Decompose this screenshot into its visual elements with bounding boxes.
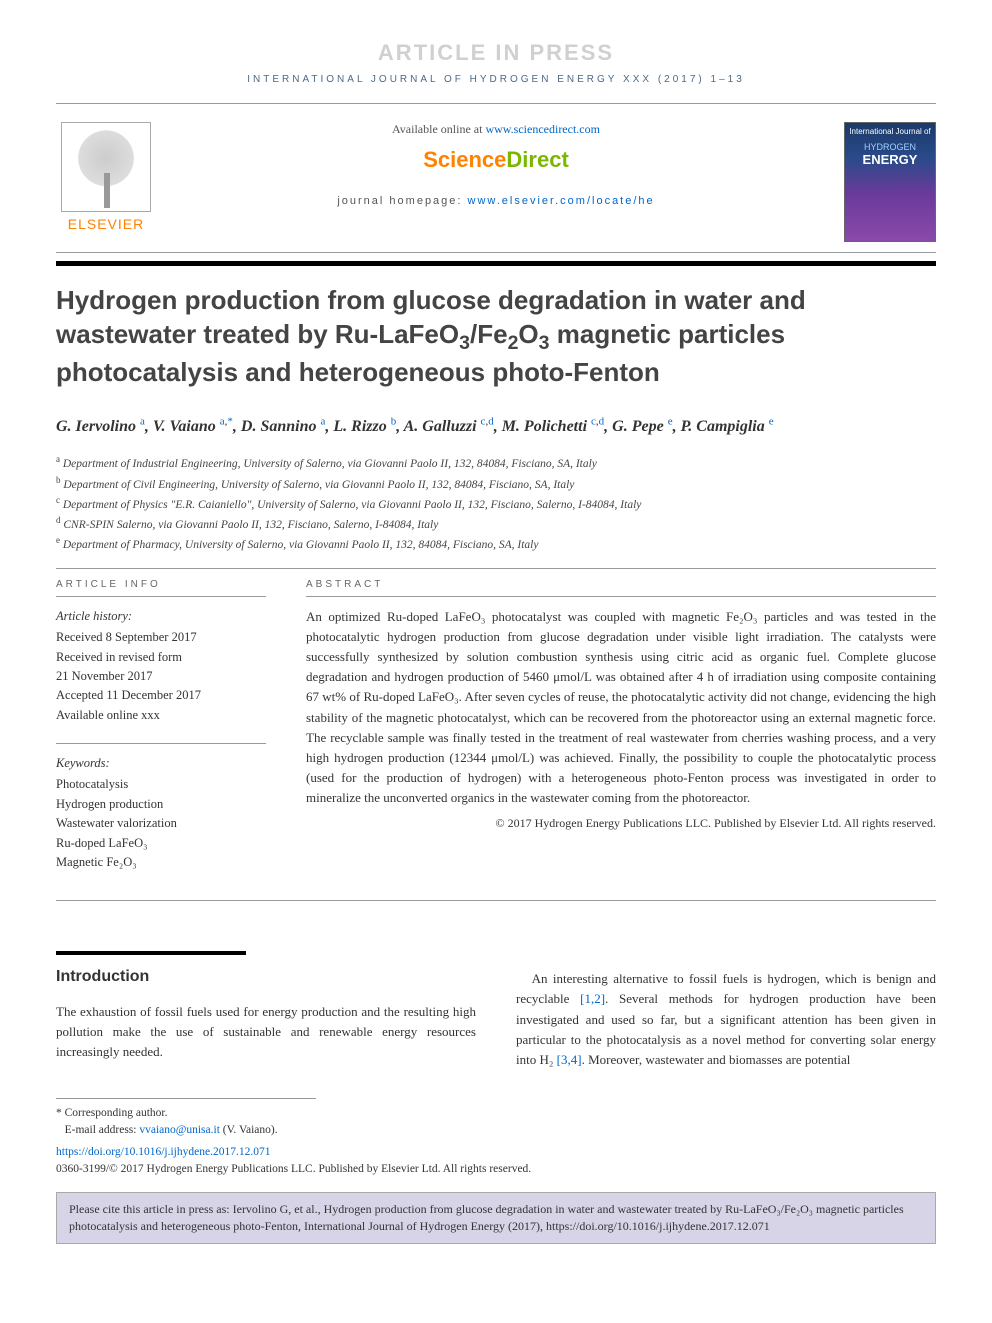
author: M. Polichetti c,d [502, 418, 604, 435]
keyword-item: Photocatalysis [56, 775, 266, 794]
keyword-item: Ru-doped LaFeO₃ [56, 834, 266, 853]
affiliation-line: a Department of Industrial Engineering, … [56, 453, 936, 473]
homepage-prefix: journal homepage: [337, 195, 467, 207]
keyword-item: Hydrogen production [56, 795, 266, 814]
available-prefix: Available online at [392, 122, 485, 136]
author: D. Sannino a [241, 418, 325, 435]
author-affil-link[interactable]: b [391, 416, 397, 428]
cover-hydrogen-text: HYDROGEN [849, 142, 931, 152]
elsevier-wordmark: ELSEVIER [56, 216, 156, 232]
author-list: G. Iervolino a, V. Vaiano a,*, D. Sannin… [56, 414, 936, 439]
sd-science-text: Science [423, 147, 506, 172]
affiliation-list: a Department of Industrial Engineering, … [56, 453, 936, 553]
keyword-item: Magnetic Fe₂O₃ [56, 853, 266, 872]
intro-left-column: Introduction The exhaustion of fossil fu… [56, 911, 476, 1070]
author-affil-link[interactable]: e [668, 416, 673, 428]
corresponding-author-footnote: * Corresponding author. E-mail address: … [56, 1098, 316, 1140]
author-affil-link[interactable]: * [227, 416, 233, 428]
sciencedirect-url-link[interactable]: www.sciencedirect.com [485, 122, 600, 136]
intro-right-span-3: . Moreover, wastewater and biomasses are… [582, 1052, 851, 1067]
abstract-text: An optimized Ru-doped LaFeO₃ photocataly… [306, 607, 936, 808]
author-affil-link[interactable]: d [488, 416, 494, 428]
title-part-2: /Fe [470, 319, 508, 349]
issn-copyright-line: 0360-3199/© 2017 Hydrogen Energy Publica… [56, 1161, 936, 1178]
keywords-block: Keywords: Photocatalysis Hydrogen produc… [56, 754, 266, 872]
intro-paragraph-left: The exhaustion of fossil fuels used for … [56, 1002, 476, 1062]
article-history-block: Article history: Received 8 September 20… [56, 607, 266, 725]
cover-energy-text: ENERGY [849, 152, 931, 167]
corr-author-line: * Corresponding author. [56, 1105, 316, 1122]
author-affil-link[interactable]: c [481, 416, 486, 428]
history-line: Available online xxx [56, 706, 266, 725]
author: G. Pepe e [612, 418, 672, 435]
affiliation-line: e Department of Pharmacy, University of … [56, 534, 936, 554]
doi-link[interactable]: https://doi.org/10.1016/j.ijhydene.2017.… [56, 1146, 270, 1158]
elsevier-logo: ELSEVIER [56, 122, 156, 237]
article-title: Hydrogen production from glucose degrada… [56, 284, 936, 390]
thick-rule-top [56, 261, 936, 266]
keywords-heading: Keywords: [56, 754, 266, 773]
intro-right-column: An interesting alternative to fossil fue… [516, 911, 936, 1070]
history-line: 21 November 2017 [56, 667, 266, 686]
history-line: Received in revised form [56, 648, 266, 667]
elsevier-tree-icon [61, 122, 151, 212]
author-affil-link[interactable]: a [140, 416, 145, 428]
intro-columns: Introduction The exhaustion of fossil fu… [56, 911, 936, 1070]
history-heading: Article history: [56, 607, 266, 626]
abstract-column: ABSTRACT An optimized Ru-doped LaFeO₃ ph… [306, 579, 936, 891]
article-info-column: ARTICLE INFO Article history: Received 8… [56, 579, 266, 891]
info-abstract-row: ARTICLE INFO Article history: Received 8… [56, 579, 936, 891]
introduction-heading: Introduction [56, 965, 476, 990]
email-suffix: (V. Vaiano). [220, 1124, 278, 1136]
rule-below-abstract [56, 900, 936, 901]
history-line: Received 8 September 2017 [56, 628, 266, 647]
email-label: E-mail address: [65, 1124, 140, 1136]
cite-this-article-box: Please cite this article in press as: Ie… [56, 1192, 936, 1244]
author-affil-link[interactable]: a [320, 416, 325, 428]
article-in-press-banner: ARTICLE IN PRESS [56, 40, 936, 66]
author: P. Campiglia e [681, 418, 774, 435]
author: A. Galluzzi c,d [404, 418, 494, 435]
article-info-label: ARTICLE INFO [56, 579, 266, 597]
journal-cover-thumbnail: International Journal of HYDROGEN ENERGY [844, 122, 936, 242]
journal-homepage-line: journal homepage: www.elsevier.com/locat… [166, 195, 826, 207]
rule-keywords [56, 743, 266, 744]
citation-link-3-4[interactable]: [3,4] [557, 1052, 582, 1067]
intro-paragraph-right: An interesting alternative to fossil fue… [516, 969, 936, 1070]
doi-issn-block: https://doi.org/10.1016/j.ijhydene.2017.… [56, 1144, 936, 1179]
affiliation-line: d CNR-SPIN Salerno, via Giovanni Paolo I… [56, 514, 936, 534]
keyword-item: Wastewater valorization [56, 814, 266, 833]
affiliation-line: c Department of Physics "E.R. Caianiello… [56, 494, 936, 514]
author: L. Rizzo b [333, 418, 396, 435]
page: ARTICLE IN PRESS INTERNATIONAL JOURNAL O… [0, 0, 992, 1264]
history-line: Accepted 11 December 2017 [56, 686, 266, 705]
author: V. Vaiano a,* [153, 418, 233, 435]
citation-link-1-2[interactable]: [1,2] [580, 991, 605, 1006]
author-affil-link[interactable]: c [591, 416, 596, 428]
abstract-label: ABSTRACT [306, 579, 936, 597]
author-affil-link[interactable]: e [769, 416, 774, 428]
rule-above-info [56, 568, 936, 569]
journal-running-head: INTERNATIONAL JOURNAL OF HYDROGEN ENERGY… [56, 74, 936, 85]
journal-homepage-link[interactable]: www.elsevier.com/locate/he [468, 195, 655, 207]
affiliation-line: b Department of Civil Engineering, Unive… [56, 474, 936, 494]
corr-email-link[interactable]: vvaiano@unisa.it [139, 1124, 220, 1136]
cover-top-text: International Journal of [849, 127, 931, 136]
author-affil-link[interactable]: a [220, 416, 225, 428]
sd-direct-text: Direct [506, 147, 568, 172]
available-online-line: Available online at www.sciencedirect.co… [166, 122, 826, 137]
email-line: E-mail address: vvaiano@unisa.it (V. Vai… [56, 1122, 316, 1139]
sciencedirect-logo[interactable]: ScienceDirect [166, 147, 826, 173]
header-box: ELSEVIER International Journal of HYDROG… [56, 103, 936, 253]
header-center: Available online at www.sciencedirect.co… [56, 122, 936, 207]
author-affil-link[interactable]: d [599, 416, 605, 428]
author: G. Iervolino a [56, 418, 145, 435]
intro-rule [56, 951, 246, 955]
title-part-3: O [518, 319, 538, 349]
abstract-copyright: © 2017 Hydrogen Energy Publications LLC.… [306, 816, 936, 831]
